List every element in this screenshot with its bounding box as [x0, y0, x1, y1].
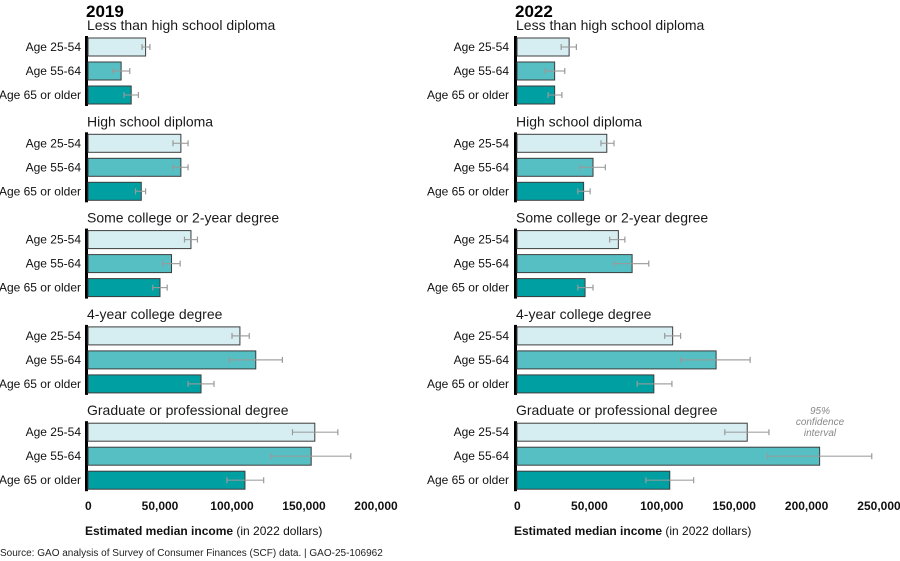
axis-line [85, 228, 88, 299]
ci-annotation: confidence [796, 417, 845, 428]
source-note: Source: GAO analysis of Survey of Consum… [0, 548, 383, 559]
row-label: Age 25-54 [454, 425, 510, 439]
bar [516, 422, 748, 442]
row-label: Age 55-64 [454, 353, 510, 367]
group-title: High school diploma [87, 113, 213, 129]
row-label: Age 55-64 [454, 449, 510, 463]
axis-line [85, 36, 88, 106]
row-label: Age 65 or older [427, 281, 509, 295]
bar [87, 422, 316, 442]
group-title: 4-year college degree [516, 306, 652, 322]
bar [516, 278, 586, 298]
row-label: Age 55-64 [454, 160, 510, 174]
group-title: Some college or 2-year degree [516, 210, 708, 226]
row-label: Age 25-54 [454, 136, 510, 150]
bar [516, 230, 619, 250]
group-title: Less than high school diploma [516, 17, 705, 33]
row-label: Age 55-64 [454, 257, 510, 271]
group-title: High school diploma [516, 113, 642, 129]
row-label: Age 25-54 [454, 329, 510, 343]
bar [87, 37, 147, 57]
row-label: Age 65 or older [427, 473, 509, 487]
row-label: Age 65 or older [0, 184, 81, 198]
bar [87, 230, 192, 250]
row-label: Age 25-54 [26, 329, 82, 343]
row-label: Age 25-54 [454, 233, 510, 247]
x-tick-label: 250,000 [857, 499, 900, 513]
bar [87, 254, 173, 274]
x-tick-label: 200,000 [785, 499, 829, 513]
bar [516, 181, 585, 201]
axis-line [514, 36, 517, 106]
axis-line [85, 421, 88, 492]
row-label: Age 55-64 [454, 64, 510, 78]
group-title: Graduate or professional degree [87, 402, 289, 418]
bar [87, 157, 182, 177]
row-label: Age 65 or older [0, 473, 81, 487]
bar [516, 133, 608, 153]
x-tick-label: 0 [85, 499, 92, 513]
row-label: Age 55-64 [26, 449, 82, 463]
ci-annotation: 95% [810, 406, 830, 417]
bar [87, 470, 246, 490]
group-title: Less than high school diploma [87, 17, 276, 33]
bar [87, 278, 161, 298]
x-tick-label: 100,000 [640, 499, 684, 513]
axis-line [514, 132, 517, 203]
ci-annotation: interval [804, 428, 837, 439]
axis-line [85, 324, 88, 395]
row-label: Age 25-54 [26, 40, 82, 54]
x-axis-label-bold: Estimated median income [85, 524, 233, 538]
x-axis-label: Estimated median income (in 2022 dollars… [85, 524, 322, 538]
bar [87, 133, 182, 153]
row-label: Age 55-64 [26, 353, 82, 367]
axis-line [514, 324, 517, 395]
axis-line [514, 228, 517, 299]
x-tick-label: 0 [514, 499, 521, 513]
x-axis-label-units: (in 2022 dollars) [662, 524, 751, 538]
bar [516, 374, 655, 394]
x-tick-label: 150,000 [282, 499, 326, 513]
bar [516, 326, 674, 346]
group-title: Some college or 2-year degree [87, 210, 279, 226]
row-label: Age 65 or older [427, 184, 509, 198]
x-tick-label: 50,000 [571, 499, 608, 513]
x-axis-label-units: (in 2022 dollars) [233, 524, 322, 538]
axis-line [85, 132, 88, 203]
bar [87, 181, 142, 201]
bar [87, 326, 241, 346]
row-label: Age 65 or older [0, 377, 81, 391]
x-tick-label: 150,000 [713, 499, 757, 513]
x-tick-label: 100,000 [210, 499, 254, 513]
axis-line [514, 421, 517, 492]
group-title: 4-year college degree [87, 306, 223, 322]
row-label: Age 25-54 [26, 425, 82, 439]
group-title: Graduate or professional degree [516, 402, 718, 418]
row-label: Age 25-54 [26, 136, 82, 150]
row-label: Age 55-64 [26, 64, 82, 78]
row-label: Age 65 or older [0, 281, 81, 295]
x-axis-label-bold: Estimated median income [514, 524, 662, 538]
row-label: Age 55-64 [26, 160, 82, 174]
row-label: Age 65 or older [0, 88, 81, 102]
x-axis-label: Estimated median income (in 2022 dollars… [514, 524, 751, 538]
row-label: Age 25-54 [454, 40, 510, 54]
row-label: Age 25-54 [26, 233, 82, 247]
row-label: Age 55-64 [26, 257, 82, 271]
row-label: Age 65 or older [427, 88, 509, 102]
bar [87, 374, 202, 394]
x-tick-label: 50,000 [142, 499, 179, 513]
panel-title: 2019 [86, 2, 124, 21]
x-tick-label: 200,000 [354, 499, 398, 513]
row-label: Age 65 or older [427, 377, 509, 391]
panel-title: 2022 [515, 2, 553, 21]
